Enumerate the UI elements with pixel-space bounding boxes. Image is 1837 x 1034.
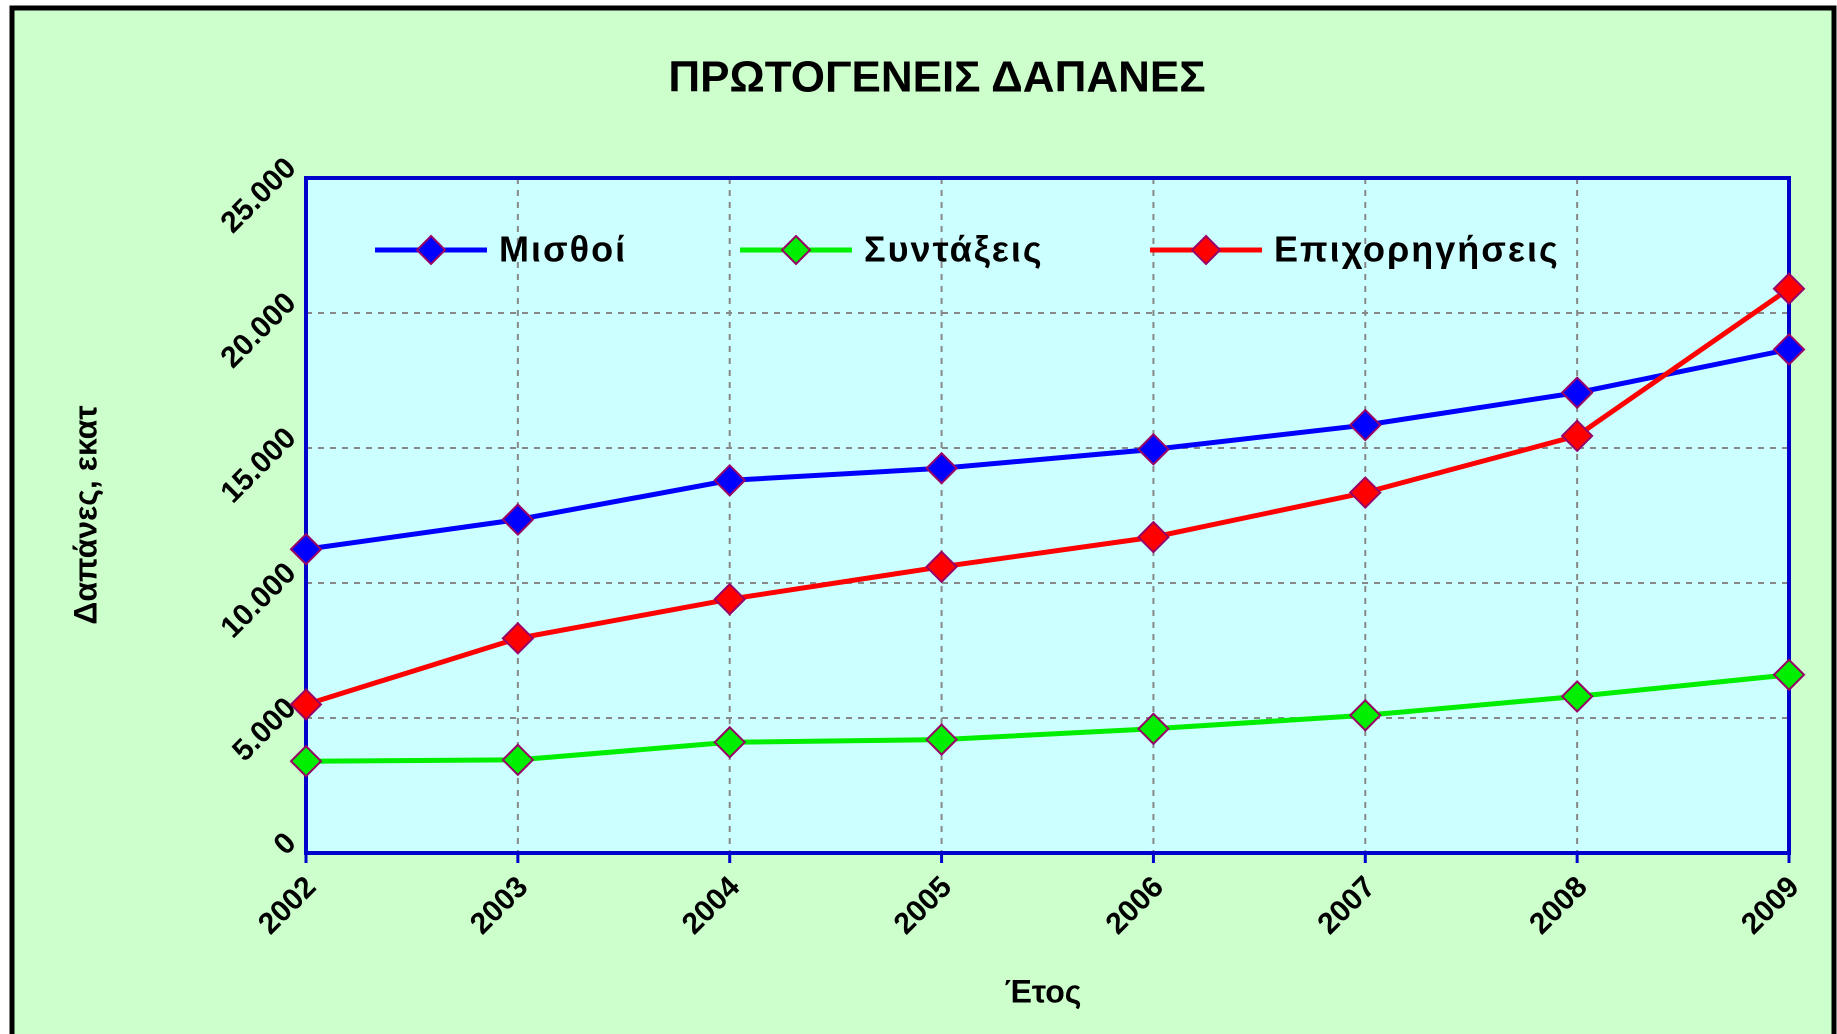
data-point [1560,376,1594,410]
data-point [1348,408,1382,442]
chart-title: ΠΡΩΤΟΓΕΝΕΙΣ ΔΑΠΑΝΕΣ [668,53,1205,102]
series-line [305,286,1791,707]
data-point [289,744,323,778]
data-point [713,582,747,616]
data-point [501,503,535,536]
data-point [925,451,958,485]
legend-label: Επιχορηγήσεις [1274,229,1560,270]
data-point [1772,658,1806,692]
series-line [305,672,1790,764]
plot-border [304,176,1791,855]
data-point [501,621,535,655]
legend-marker [780,234,812,266]
y-axis-label: Δαπάνες, εκατ [67,405,103,624]
series-line [305,347,1790,552]
legend-marker [415,234,447,266]
data-point [1560,679,1594,713]
x-axis-label: Έτος [1005,973,1082,1009]
data-point [501,743,535,777]
data-point [925,723,958,757]
data-point [1560,419,1594,453]
data-point [713,725,747,759]
data-point [1348,698,1382,732]
data-point [289,532,323,566]
data-point [1772,272,1806,306]
data-point [289,688,323,721]
data-point [1137,712,1170,746]
legend-marker [1190,234,1222,266]
data-point [1137,432,1170,466]
data-point [1348,476,1382,509]
legend-label: Συντάξεις [864,229,1044,270]
legend-label: Μισθοί [499,229,627,270]
data-point [713,463,747,497]
data-point [1137,520,1170,554]
data-point [1772,333,1806,366]
data-point [925,550,958,584]
